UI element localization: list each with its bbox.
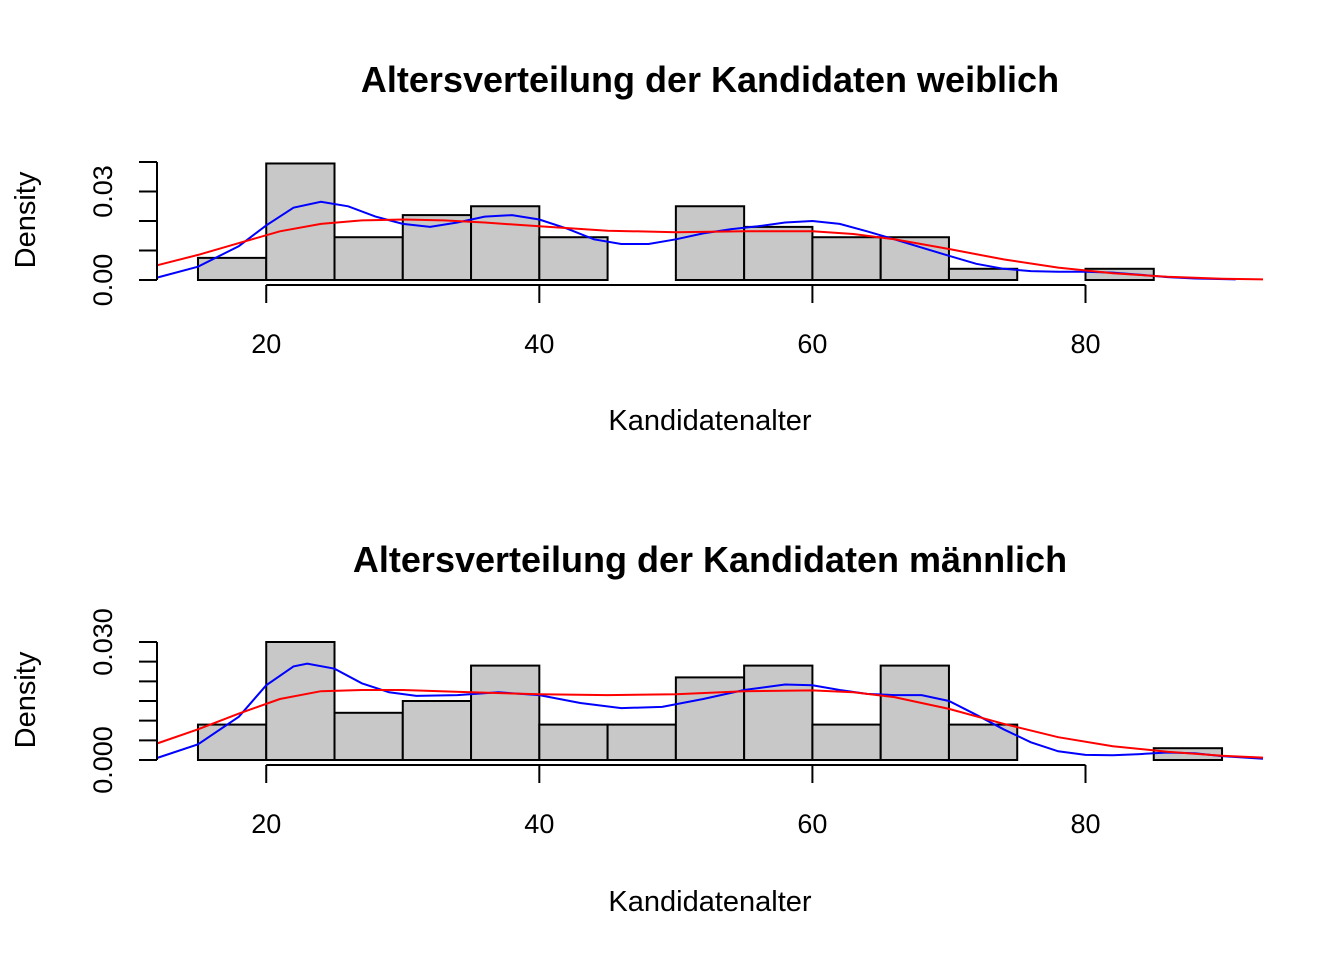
x-tick-label: 60 bbox=[797, 809, 827, 839]
x-tick-label: 80 bbox=[1070, 329, 1100, 359]
x-axis: 20 40 60 80 bbox=[251, 764, 1101, 839]
x-tick-label: 40 bbox=[524, 809, 554, 839]
y-tick-label: 0.000 bbox=[88, 726, 118, 794]
histogram-bars bbox=[196, 162, 1155, 282]
histogram-bar bbox=[811, 723, 882, 761]
kernel-density-curve bbox=[156, 662, 1264, 760]
x-axis-label: Kandidatenalter bbox=[608, 886, 811, 918]
x-tick-label: 20 bbox=[251, 809, 281, 839]
y-axis: 0.00 0.03 bbox=[88, 161, 158, 307]
histogram-bar bbox=[265, 641, 336, 761]
y-tick-label: 0.03 bbox=[88, 165, 118, 218]
histogram-bar bbox=[947, 267, 1019, 282]
kernel-density-curve bbox=[156, 200, 1236, 281]
normal-density-curve bbox=[156, 218, 1264, 281]
x-tick-label: 40 bbox=[524, 329, 554, 359]
y-tick-label: 0.00 bbox=[88, 254, 118, 307]
chart-title: Altersverteilung der Kandidaten weiblich bbox=[361, 59, 1059, 100]
histogram-bar bbox=[674, 205, 746, 281]
histogram-bar bbox=[538, 723, 609, 761]
normal-density-curve bbox=[156, 689, 1264, 759]
y-axis-label: Density bbox=[10, 171, 42, 268]
histogram-bar bbox=[196, 723, 268, 761]
histogram-bar bbox=[674, 676, 746, 762]
panel-female: Altersverteilung der Kandidaten weiblich… bbox=[10, 59, 1264, 437]
x-tick-label: 60 bbox=[797, 329, 827, 359]
histogram-bar bbox=[470, 664, 541, 761]
chart-title: Altersverteilung der Kandidaten männlich bbox=[353, 539, 1067, 580]
x-axis: 20 40 60 80 bbox=[251, 284, 1101, 359]
histogram-bar bbox=[811, 236, 882, 282]
histogram-bar bbox=[606, 723, 677, 761]
histogram-bars bbox=[196, 641, 1224, 762]
histogram-bar bbox=[265, 162, 336, 282]
histogram-bar bbox=[401, 700, 473, 761]
x-tick-label: 80 bbox=[1070, 809, 1100, 839]
x-tick-label: 20 bbox=[251, 329, 281, 359]
histogram-bar bbox=[538, 236, 609, 282]
histogram-bar bbox=[879, 236, 950, 282]
y-axis: 0.000 0.030 bbox=[88, 608, 158, 794]
y-axis-label: Density bbox=[10, 651, 42, 748]
histogram-bar bbox=[333, 236, 404, 282]
histogram-bar bbox=[743, 664, 814, 761]
histogram-bar bbox=[333, 711, 404, 761]
panel-male: Altersverteilung der Kandidaten männlich… bbox=[10, 539, 1264, 918]
y-tick-label: 0.030 bbox=[88, 608, 118, 676]
histogram-bar bbox=[879, 664, 950, 761]
histogram-bar bbox=[743, 225, 814, 281]
x-axis-label: Kandidatenalter bbox=[608, 405, 811, 437]
